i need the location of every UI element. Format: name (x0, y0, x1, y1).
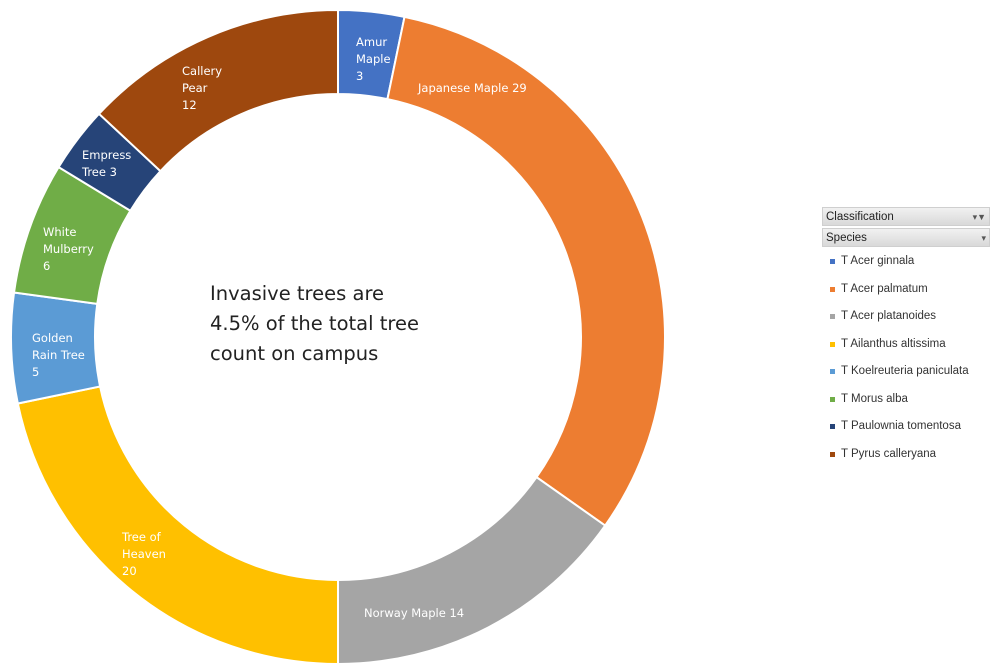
legend-item[interactable]: T Acer palmatum (822, 281, 990, 309)
donut-slice[interactable] (386, 15, 666, 527)
slice-data-label: White Mulberry 6 (43, 225, 94, 273)
legend-swatch (830, 259, 835, 264)
legend-swatch (830, 396, 835, 402)
slice-data-label: Norway Maple 14 (364, 606, 464, 620)
legend-item[interactable]: T Ailanthus altissima (822, 336, 990, 364)
slice-data-label: Callery Pear 12 (182, 64, 222, 112)
slice-data-label: Empress Tree 3 (81, 148, 131, 179)
legend-item[interactable]: T Morus alba (822, 391, 990, 419)
legend-label: T Acer ginnala (841, 255, 915, 267)
filter-dropdown-icon[interactable]: ▾▼ (972, 212, 986, 222)
field-button-label: Classification (826, 211, 894, 223)
slice-data-label: Amur Maple 3 (356, 35, 391, 83)
center-text-line: 4.5% of the total tree (210, 312, 419, 335)
legend-swatch (830, 314, 835, 319)
legend-item[interactable]: T Koelreuteria paniculata (822, 363, 990, 391)
legend-label: T Paulownia tomentosa (841, 420, 961, 432)
classification-field-button[interactable]: Classification ▾▼ (822, 207, 990, 226)
legend-list: T Acer ginnala T Acer palmatum T Acer pl… (822, 253, 990, 473)
species-field-button[interactable]: Species ▾ (822, 228, 990, 247)
legend-swatch (830, 424, 835, 429)
center-text-line: count on campus (210, 342, 379, 365)
donut-slice[interactable] (97, 8, 339, 173)
legend-swatch (830, 286, 835, 292)
center-annotation: Invasive trees are 4.5% of the total tre… (210, 279, 510, 369)
legend-item[interactable]: T Acer platanoides (822, 308, 990, 336)
legend-item[interactable]: T Paulownia tomentosa (822, 418, 990, 446)
dropdown-arrow-icon[interactable]: ▾ (981, 233, 986, 243)
legend-label: T Koelreuteria paniculata (841, 365, 969, 377)
legend-label: T Morus alba (841, 392, 908, 405)
center-text-line: Invasive trees are (210, 282, 385, 305)
donut-slice[interactable] (337, 475, 607, 666)
legend-label: T Acer palmatum (841, 282, 928, 295)
legend-item[interactable]: T Acer ginnala (822, 253, 990, 281)
legend-swatch (830, 341, 835, 347)
legend-swatch (830, 451, 835, 457)
legend-label: T Ailanthus altissima (841, 337, 946, 350)
legend: Classification ▾▼ Species ▾ T Acer ginna… (822, 207, 990, 473)
legend-item[interactable]: T Pyrus calleryana (822, 446, 990, 474)
slice-data-label: Tree of Heaven 20 (121, 530, 166, 578)
legend-label: T Acer platanoides (841, 310, 937, 322)
field-button-label: Species (826, 232, 867, 244)
donut-slice[interactable] (16, 385, 339, 666)
slice-data-label: Golden Rain Tree 5 (32, 331, 85, 379)
legend-label: T Pyrus calleryana (841, 447, 937, 460)
slice-data-label: Japanese Maple 29 (417, 81, 527, 95)
legend-swatch (830, 369, 835, 374)
